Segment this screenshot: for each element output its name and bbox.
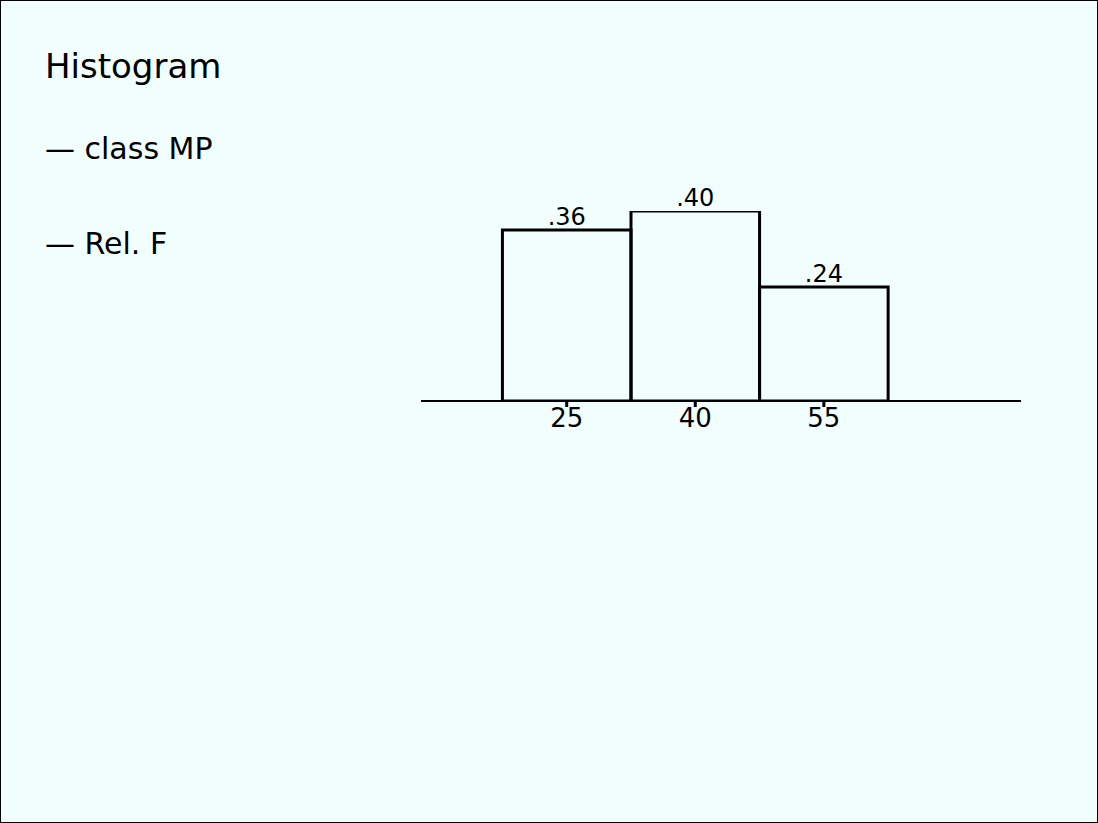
html-text:Histogram: Histogram (45, 46, 222, 86)
svg-text:.24: .24 (805, 260, 843, 288)
svg-text:25: 25 (550, 403, 583, 433)
svg-text:55: 55 (807, 403, 840, 433)
html-text:— class MP: — class MP (45, 131, 213, 166)
svg-text:.36: .36 (548, 203, 586, 231)
svg-text:40: 40 (679, 403, 712, 433)
svg-text:.40: .40 (676, 184, 714, 212)
html-text:— Rel. F: — Rel. F (45, 226, 168, 261)
